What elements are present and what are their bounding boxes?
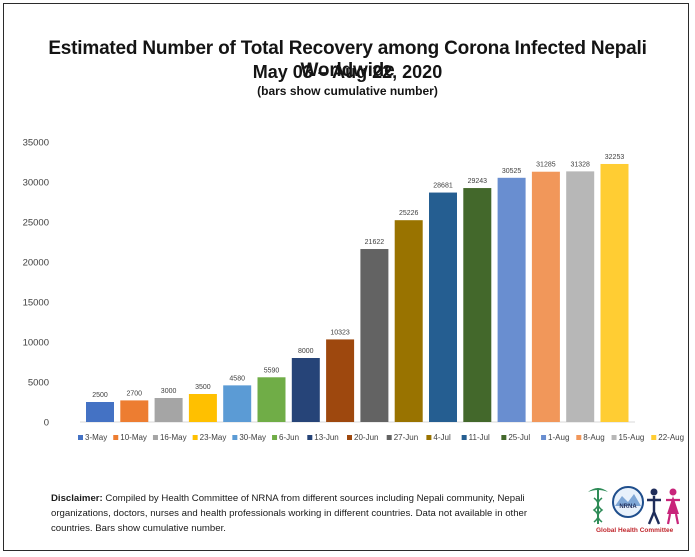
legend-swatch [347, 435, 352, 440]
legend-swatch [152, 435, 158, 440]
legend-item: 30-May [239, 433, 266, 442]
bars: 2500 2700 3000 3500 4580 5590 8000 10323 21622 25… [86, 154, 629, 422]
data-label: 3000 [161, 388, 177, 395]
legend-swatch [501, 435, 507, 440]
bar-13-Jun [291, 358, 320, 422]
legend-swatch [307, 435, 313, 440]
bar-15-Aug [566, 171, 595, 422]
legend-swatch [651, 435, 657, 440]
legend-item: 25-Jul [508, 433, 530, 442]
legend-item: 10-May [120, 433, 147, 442]
y-tick-label: 30000 [23, 178, 49, 189]
legend-swatch [386, 435, 392, 440]
bar-27-Jun [360, 249, 389, 422]
chart-title: Estimated Number of Total Recovery among… [48, 38, 647, 81]
bar-11-Jul [429, 192, 457, 422]
people-icon [647, 488, 680, 525]
legend-item: 16-May [160, 433, 187, 442]
data-label: 30525 [502, 168, 522, 175]
data-label: 2500 [92, 392, 108, 399]
y-tick-label: 15000 [23, 298, 49, 309]
bar-8-Aug [531, 171, 560, 422]
legend-item: 1-Aug [548, 433, 569, 442]
legend-swatch [426, 435, 432, 440]
data-label: 2700 [127, 390, 143, 397]
globe-icon: NRNA [612, 486, 644, 518]
legend-swatch [541, 435, 547, 440]
legend-item: 6-Jun [279, 433, 299, 442]
data-label: 10323 [330, 329, 350, 336]
data-label: 8000 [298, 348, 314, 355]
legend-item: 3-May [85, 433, 107, 442]
bar-4-Jul [394, 220, 423, 422]
legend-swatch [611, 435, 617, 440]
data-label: 31328 [570, 161, 590, 168]
legend-item: 13-Jun [314, 433, 338, 442]
data-label: 25226 [399, 210, 419, 217]
data-label: 21622 [365, 239, 385, 246]
bar-6-Jun [257, 377, 286, 422]
legend-item: 11-Jul [469, 433, 490, 442]
chart-note: (bars show cumulative number) [257, 84, 438, 98]
disclaimer: Disclaimer: Compiled by Health Committee… [51, 491, 561, 536]
data-label: 5590 [264, 367, 280, 374]
bar-25-Jul [463, 188, 492, 422]
data-label: 32253 [605, 154, 625, 161]
bar-23-May [188, 394, 217, 422]
bar-10-May [120, 400, 149, 422]
bar-20-Jun [326, 339, 355, 422]
legend-swatch [272, 435, 278, 440]
data-label: 4580 [229, 375, 245, 382]
bar-30-May [223, 385, 252, 422]
legend-item: 15-Aug [619, 433, 645, 442]
data-label: 29243 [468, 178, 488, 185]
caduceus-icon [588, 488, 608, 524]
bar-3-May [86, 402, 114, 422]
logo-text: Global Health Committee [596, 527, 674, 534]
nrna-logo: NRNA [588, 486, 680, 525]
legend-swatch [232, 435, 238, 440]
legend: 3-May 10-May 16-May 23-May 30-May 6-Jun 13-Jun… [78, 433, 684, 442]
bar-22-Aug [600, 163, 629, 422]
y-tick-label: 0 [44, 418, 49, 429]
y-tick-label: 20000 [23, 258, 49, 269]
y-tick-label: 35000 [23, 138, 49, 149]
disclaimer-text: Compiled by Health Committee of NRNA fro… [51, 493, 528, 534]
legend-item: 22-Aug [658, 433, 684, 442]
y-axis: 0 5000 10000 15000 20000 25000 30000 35000 [23, 138, 49, 429]
disclaimer-label: Disclaimer: [51, 493, 103, 504]
y-tick-label: 25000 [23, 218, 49, 229]
y-tick-label: 10000 [23, 338, 49, 349]
data-label: 3500 [195, 384, 211, 391]
legend-swatch [113, 435, 119, 440]
data-label: 31285 [536, 162, 556, 169]
bar-1-Aug [497, 177, 526, 422]
logo-badge: NRNA [619, 504, 637, 510]
legend-item: 20-Jun [354, 433, 378, 442]
bar-16-May [154, 398, 183, 422]
legend-swatch [576, 435, 582, 440]
legend-item: 23-May [200, 433, 227, 442]
y-tick-label: 5000 [28, 378, 49, 389]
legend-item: 27-Jun [394, 433, 418, 442]
chart-subtitle: May 03 – Aug 22, 2020 [252, 62, 443, 82]
data-label: 28681 [433, 183, 453, 190]
legend-swatch [461, 435, 467, 440]
legend-swatch [78, 435, 83, 440]
legend-item: 4-Jul [433, 433, 451, 442]
legend-swatch [192, 435, 198, 440]
legend-item: 8-Aug [583, 433, 604, 442]
